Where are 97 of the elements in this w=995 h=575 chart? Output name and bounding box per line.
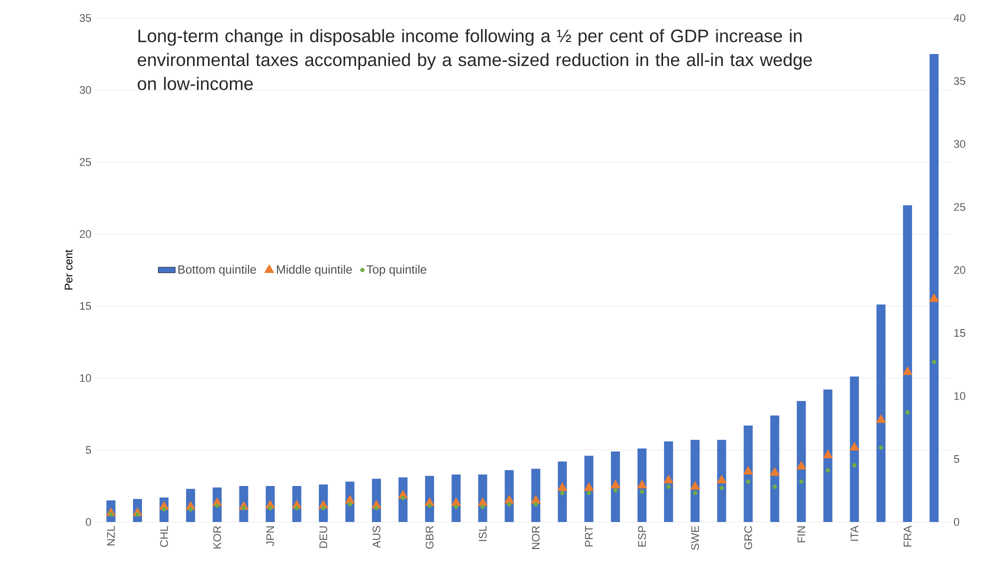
- y2-tick-label: 20: [954, 266, 966, 274]
- point: [772, 484, 777, 489]
- point: [348, 502, 352, 507]
- bar: [664, 441, 674, 522]
- bar: [850, 376, 859, 522]
- point: [876, 414, 886, 423]
- point: [929, 293, 940, 302]
- point: [321, 506, 326, 510]
- point: [690, 481, 700, 490]
- bar: [930, 54, 939, 522]
- point: [719, 486, 724, 490]
- point: [214, 503, 220, 508]
- x-tick-label: ESP: [638, 526, 646, 547]
- y2-tick-label: 30: [954, 140, 966, 148]
- point: [799, 479, 804, 484]
- point: [480, 504, 485, 510]
- y2-tick-label: 10: [954, 392, 966, 400]
- x-tick-label: NOR: [532, 526, 540, 549]
- point: [902, 366, 912, 375]
- point: [770, 467, 780, 476]
- x-tick-label: DEU: [320, 526, 328, 548]
- bar: [558, 462, 567, 522]
- point: [716, 474, 727, 484]
- point: [268, 506, 272, 510]
- point: [664, 474, 674, 484]
- y-tick-label: 25: [80, 158, 92, 166]
- y-axis-title: Per cent: [64, 250, 72, 290]
- y-tick-label: 10: [80, 374, 92, 382]
- point: [108, 512, 114, 517]
- text: Long-term change in disposable income following a ½ per cent of GDP increase in environmental taxes accompanied by a same-sized reduction in the all-in tax wedge on low-income: [138, 29, 812, 90]
- point: [427, 503, 432, 508]
- bar: [744, 426, 753, 522]
- point: [666, 484, 671, 489]
- point: [294, 506, 299, 510]
- y2-tick-label: 5: [954, 455, 960, 463]
- point: [584, 482, 594, 491]
- point: [826, 468, 830, 473]
- x-tick-label: GRC: [744, 526, 752, 550]
- x-tick-label: NZL: [107, 526, 115, 546]
- point: [507, 502, 512, 507]
- point: [692, 490, 698, 496]
- bar: [903, 205, 912, 522]
- point: [242, 506, 246, 510]
- x-tick-label: AUS: [372, 526, 380, 548]
- y2-tick-label: 40: [954, 14, 966, 22]
- bar: [770, 415, 780, 522]
- point: [610, 480, 620, 488]
- bar: [876, 304, 886, 522]
- y-tick-label: 35: [80, 14, 92, 22]
- x-tick-label: SWE: [691, 526, 699, 550]
- point: [852, 463, 857, 468]
- point: [613, 488, 618, 493]
- y-tick-label: 5: [86, 446, 92, 454]
- bar: [823, 390, 832, 522]
- bar: [796, 401, 806, 522]
- point: [640, 490, 644, 494]
- point: [400, 496, 406, 500]
- point: [188, 507, 193, 512]
- point: [374, 506, 379, 510]
- y2-tick-label: 25: [954, 203, 966, 211]
- bar: [717, 440, 726, 522]
- point: [162, 507, 166, 512]
- point: [878, 445, 884, 450]
- point: [586, 490, 592, 496]
- point: [743, 466, 754, 475]
- x-tick-label: PRT: [585, 526, 593, 546]
- y2-tick-label: 15: [954, 329, 966, 337]
- y-tick-label: 30: [80, 86, 92, 94]
- x-tick-label: JPN: [266, 526, 274, 546]
- bar: [690, 440, 700, 522]
- x-tick-label: GBR: [426, 526, 434, 549]
- y2-tick-label: 0: [954, 518, 960, 526]
- legend-label: Bottom quintile: [178, 264, 256, 276]
- x-tick-label: FRA: [904, 526, 912, 547]
- point: [796, 460, 806, 470]
- x-tick-label: FIN: [798, 526, 806, 542]
- legend-label: Middle quintile: [276, 264, 352, 276]
- y-tick-label: 20: [80, 230, 92, 238]
- point: [560, 490, 565, 496]
- x-tick-label: CHL: [160, 526, 168, 547]
- point: [822, 450, 833, 458]
- y-tick-label: 15: [80, 302, 92, 310]
- point: [849, 442, 860, 451]
- point: [932, 360, 936, 364]
- x-tick-label: ISL: [478, 526, 487, 541]
- point: [637, 480, 647, 488]
- point: [905, 410, 910, 415]
- legend-label: Top quintile: [366, 264, 426, 276]
- x-tick-label: KOR: [213, 526, 222, 548]
- point: [454, 504, 458, 510]
- y2-tick-label: 35: [954, 77, 966, 85]
- point: [135, 512, 140, 517]
- point: [746, 479, 750, 484]
- point: [557, 482, 568, 491]
- point: [534, 502, 538, 507]
- y-tick-label: 0: [86, 518, 92, 526]
- x-tick-label: ITA: [850, 526, 858, 541]
